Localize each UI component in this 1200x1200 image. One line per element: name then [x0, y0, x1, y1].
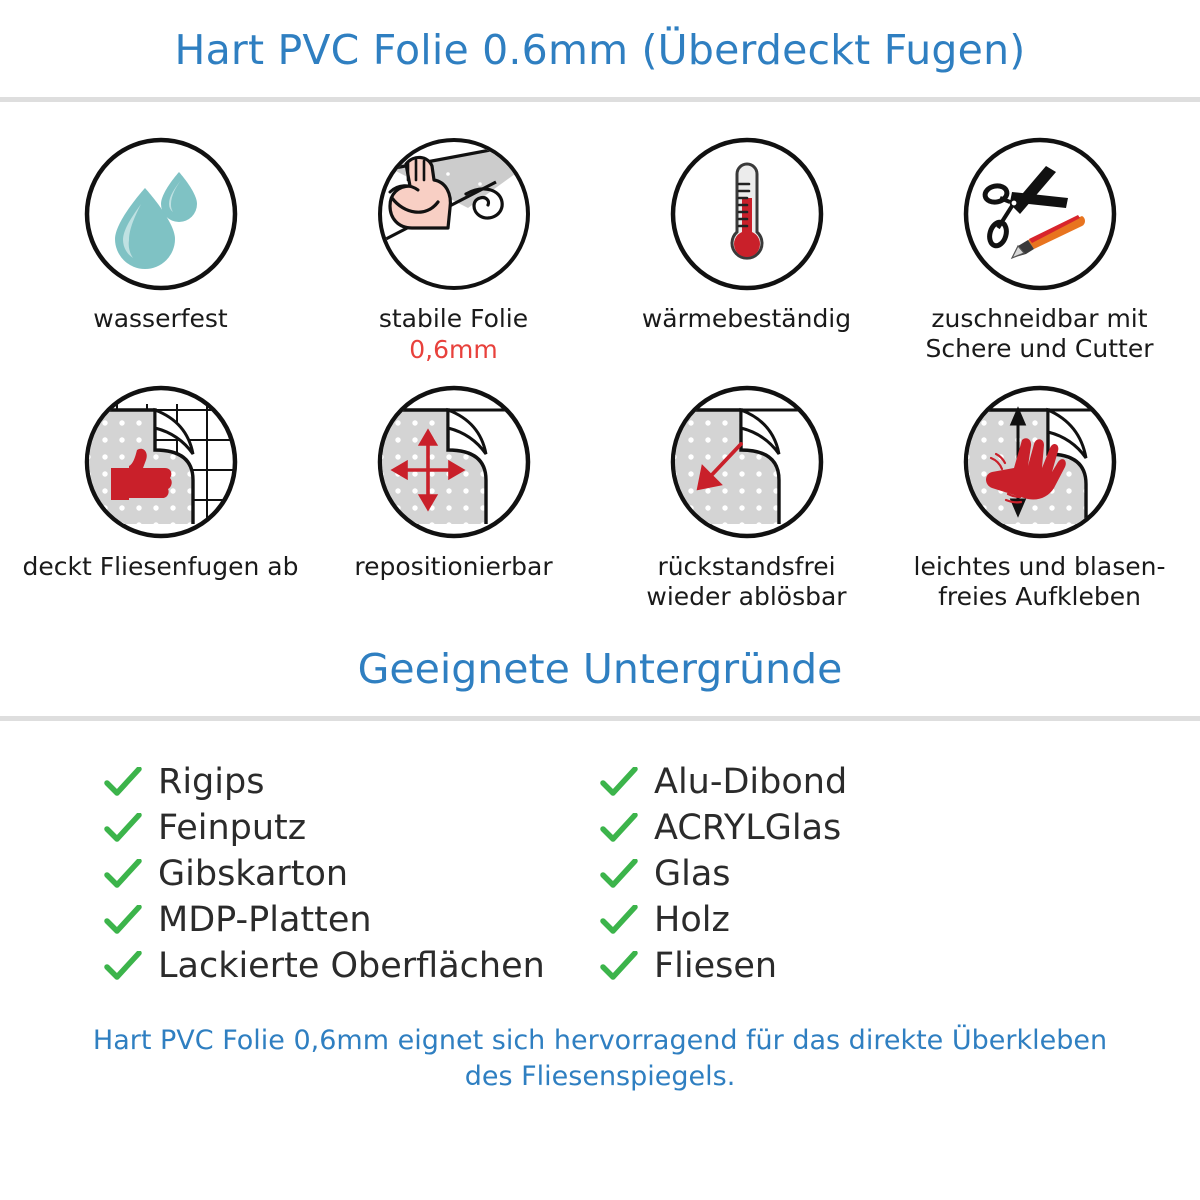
substrates-checklist: Rigips Feinputz Gibskarton MDP-Platten [0, 759, 1200, 989]
list-item-label: Feinputz [158, 807, 307, 848]
feature-zuschneidbar: zuschneidbar mit Schere und Cutter [893, 136, 1186, 364]
check-icon [104, 905, 142, 935]
feature-rueckstandsfrei: rückstandsfrei wieder ablösbar [600, 384, 893, 611]
peel-arrow-film-icon [669, 384, 825, 540]
substrates-left-column: Rigips Feinputz Gibskarton MDP-Platten [104, 759, 600, 989]
list-item: Lackierte Oberflächen [104, 943, 600, 989]
check-icon [104, 859, 142, 889]
feature-label: rückstandsfrei wieder ablösbar [646, 552, 847, 611]
feature-deckt-fliesenfugen: deckt Fliesenfugen ab [14, 384, 307, 611]
check-icon [600, 767, 638, 797]
list-item-label: Glas [654, 853, 731, 894]
list-item: Gibskarton [104, 851, 600, 897]
scissors-cutter-icon [962, 136, 1118, 292]
flexed-bicep-film-icon [376, 136, 532, 292]
substrates-right-column: Alu-Dibond ACRYLGlas Glas Holz [600, 759, 1096, 989]
list-item-label: Rigips [158, 761, 265, 802]
feature-label: zuschneidbar mit Schere und Cutter [925, 304, 1154, 363]
list-item: Feinputz [104, 805, 600, 851]
feature-waermebestaendig: wärmebeständig [600, 136, 893, 364]
list-item-label: ACRYLGlas [654, 807, 842, 848]
list-item: Glas [600, 851, 1096, 897]
thumbs-up-tile-film-icon [83, 384, 239, 540]
list-item: Alu-Dibond [600, 759, 1096, 805]
list-item: MDP-Platten [104, 897, 600, 943]
check-icon [104, 813, 142, 843]
check-icon [104, 951, 142, 981]
list-item-label: Lackierte Oberflächen [158, 945, 545, 986]
feature-row-1: wasserfest [0, 136, 1200, 364]
feature-label: repositionierbar [354, 552, 553, 582]
check-icon [600, 813, 638, 843]
list-item-label: Gibskarton [158, 853, 349, 894]
check-icon [600, 951, 638, 981]
feature-wasserfest: wasserfest [14, 136, 307, 364]
list-item-label: Alu-Dibond [654, 761, 848, 802]
list-item: Holz [600, 897, 1096, 943]
substrates-heading: Geeignete Untergründe [357, 645, 843, 694]
smoothing-hand-film-icon [962, 384, 1118, 540]
feature-stabile-folie: stabile Folie 0,6mm [307, 136, 600, 364]
feature-label: wasserfest [93, 304, 228, 334]
feature-row-2: deckt Fliesenfugen ab [0, 384, 1200, 611]
footer-note: Hart PVC Folie 0,6mm eignet sich hervorr… [92, 1025, 1108, 1092]
feature-repositionierbar: repositionierbar [307, 384, 600, 611]
list-item: Rigips [104, 759, 600, 805]
feature-label: leichtes und blasen- freies Aufkleben [913, 552, 1166, 611]
list-item-label: MDP-Platten [158, 899, 372, 940]
list-item: ACRYLGlas [600, 805, 1096, 851]
page-title: Hart PVC Folie 0.6mm (Überdeckt Fugen) [174, 26, 1026, 74]
list-item-label: Fliesen [654, 945, 778, 986]
check-icon [600, 859, 638, 889]
thermometer-icon [669, 136, 825, 292]
divider-substrates [0, 716, 1200, 722]
feature-blasenfreies-aufkleben: leichtes und blasen- freies Aufkleben [893, 384, 1186, 611]
feature-sublabel: 0,6mm [409, 334, 498, 364]
water-drops-icon [83, 136, 239, 292]
feature-label: wärmebeständig [641, 304, 852, 334]
check-icon [600, 905, 638, 935]
list-item: Fliesen [600, 943, 1096, 989]
feature-label: stabile Folie [378, 304, 529, 334]
list-item-label: Holz [654, 899, 730, 940]
divider-top [0, 97, 1200, 103]
feature-label: deckt Fliesenfugen ab [22, 552, 299, 582]
header: Hart PVC Folie 0.6mm (Überdeckt Fugen) [0, 0, 1200, 75]
check-icon [104, 767, 142, 797]
move-arrows-film-icon [376, 384, 532, 540]
